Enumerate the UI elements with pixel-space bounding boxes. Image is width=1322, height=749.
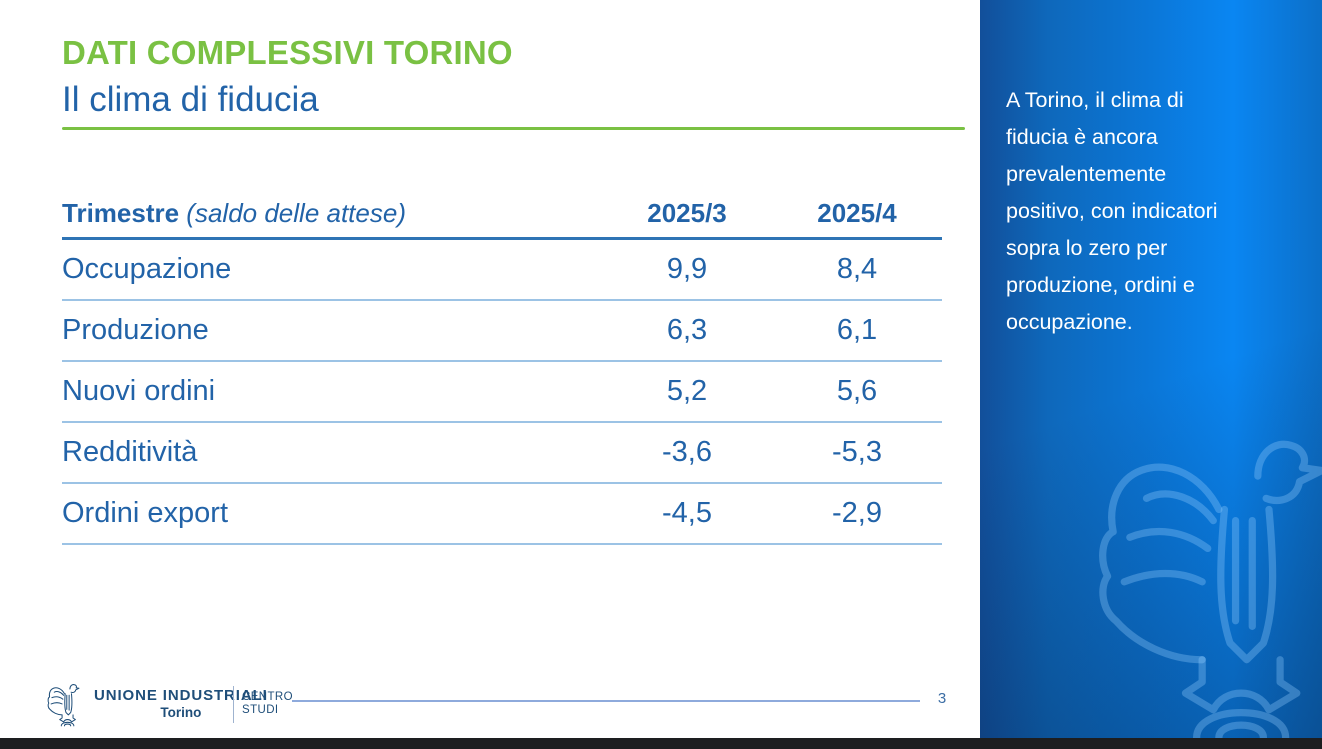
row-label: Occupazione bbox=[62, 253, 232, 285]
unione-industriali-eagle-logo-icon bbox=[46, 682, 86, 727]
header-trimestre: Trimestre bbox=[62, 198, 180, 228]
column-header-2025-3: 2025/3 bbox=[647, 198, 727, 228]
row-label: Produzione bbox=[62, 314, 209, 346]
footer-horizontal-line bbox=[292, 700, 920, 702]
page-subtitle: Il clima di fiducia bbox=[62, 80, 319, 119]
row-label: Redditività bbox=[62, 436, 198, 468]
confidence-table: Trimestre (saldo delle attese) 2025/3 20… bbox=[62, 190, 942, 545]
row-value-q3: 6,3 bbox=[666, 314, 708, 346]
table-row: Redditività -3,6 -5,3 bbox=[62, 423, 942, 484]
commentary-text: A Torino, il clima di fiducia è ancora p… bbox=[1006, 88, 1218, 334]
row-value-q4: -2,9 bbox=[832, 497, 882, 529]
footer-centro-studi: CENTRO STUDI bbox=[242, 691, 293, 717]
table-row: Ordini export -4,5 -2,9 bbox=[62, 484, 942, 545]
row-value-q4: 5,6 bbox=[836, 375, 878, 407]
table-header-row: Trimestre (saldo delle attese) 2025/3 20… bbox=[62, 190, 942, 240]
commentary-sidebar: A Torino, il clima di fiducia è ancora p… bbox=[980, 0, 1322, 738]
footer-logo-divider bbox=[233, 686, 234, 723]
row-value-q4: 6,1 bbox=[836, 314, 878, 346]
footer-dept-line1: CENTRO bbox=[242, 691, 293, 703]
table-row: Occupazione 9,9 8,4 bbox=[62, 240, 942, 301]
confindustria-eagle-watermark-icon bbox=[1090, 426, 1322, 738]
footer-org-name: UNIONE INDUSTRIALI bbox=[94, 687, 268, 704]
row-value-q3: 9,9 bbox=[666, 253, 708, 285]
table-header-label: Trimestre (saldo delle attese) bbox=[62, 198, 602, 229]
row-value-q3: -4,5 bbox=[662, 497, 712, 529]
row-label: Nuovi ordini bbox=[62, 375, 216, 407]
row-value-q3: 5,2 bbox=[666, 375, 708, 407]
column-header-2025-4: 2025/4 bbox=[817, 198, 897, 228]
table-row: Nuovi ordini 5,2 5,6 bbox=[62, 362, 942, 423]
title-underline bbox=[62, 127, 965, 130]
footer-organization: UNIONE INDUSTRIALI Torino bbox=[94, 687, 268, 720]
row-value-q4: -5,3 bbox=[832, 436, 882, 468]
row-label: Ordini export bbox=[62, 497, 229, 529]
bottom-screen-edge bbox=[0, 738, 1322, 749]
header-note: (saldo delle attese) bbox=[179, 198, 406, 228]
footer-dept-line2: STUDI bbox=[242, 704, 279, 716]
table-row: Produzione 6,3 6,1 bbox=[62, 301, 942, 362]
row-value-q4: 8,4 bbox=[836, 253, 878, 285]
page-number: 3 bbox=[937, 690, 947, 707]
page-title: DATI COMPLESSIVI TORINO bbox=[62, 34, 513, 71]
row-value-q3: -3,6 bbox=[662, 436, 712, 468]
footer-org-city: Torino bbox=[160, 705, 202, 720]
